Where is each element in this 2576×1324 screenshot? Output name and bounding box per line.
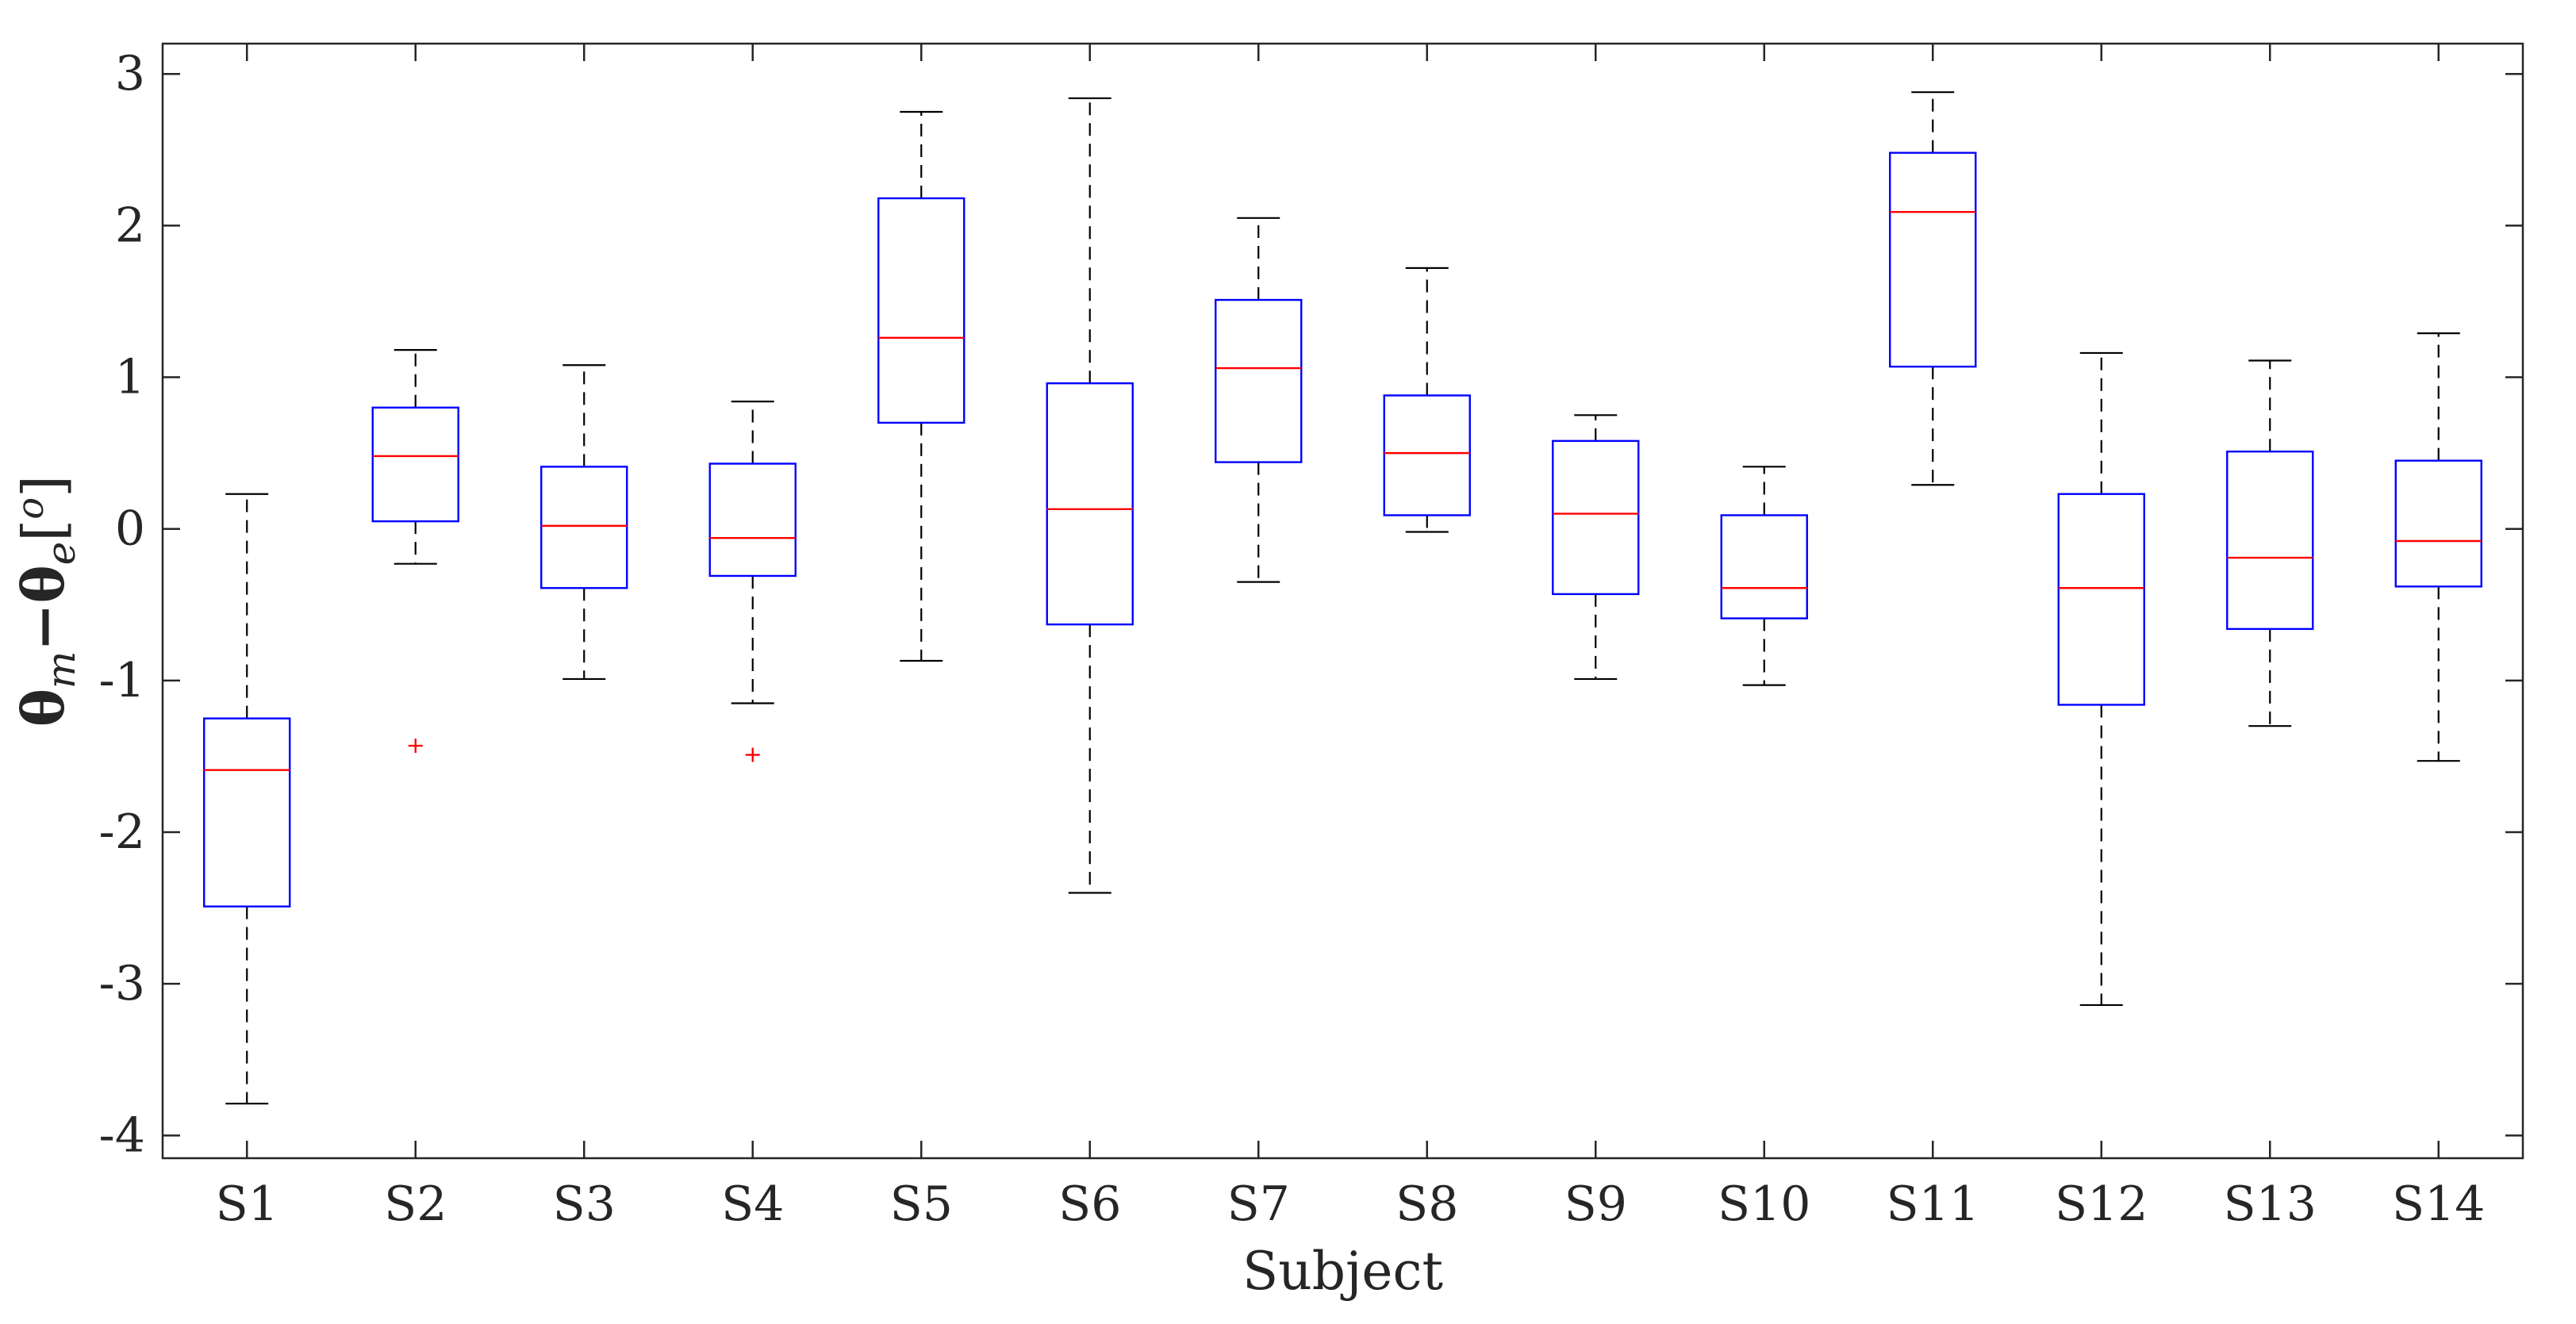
box-group-s1	[203, 493, 291, 1105]
x-tick-label: S9	[1564, 1176, 1627, 1232]
y-axis-title-close-bracket: ]	[10, 475, 77, 497]
y-tick-label: 1	[115, 350, 145, 405]
box-group-s6	[1046, 97, 1134, 894]
box-iqr	[2057, 493, 2145, 706]
box-iqr	[708, 462, 797, 578]
x-tick-label: S12	[2055, 1176, 2148, 1232]
y-axis-title-degree: o	[9, 497, 52, 520]
box-iqr	[1215, 298, 1303, 463]
box-group-s7	[1215, 217, 1303, 583]
x-tick-label: S8	[1395, 1176, 1458, 1232]
y-axis-title-theta-m: θ	[10, 689, 77, 727]
box-iqr	[877, 197, 966, 424]
box-iqr	[1720, 514, 1808, 620]
y-tick-label: 0	[115, 501, 145, 557]
x-tick-label: S10	[1718, 1176, 1810, 1232]
x-axis-title: Subject	[1242, 1241, 1443, 1302]
y-axis-title-sub-e: e	[38, 542, 84, 566]
y-tick-label: -3	[99, 956, 145, 1011]
box-group-s10	[1720, 466, 1808, 686]
box-group-s2	[371, 349, 459, 754]
box-group-s13	[2226, 359, 2314, 727]
box-group-s5	[877, 110, 966, 662]
box-iqr	[2394, 459, 2482, 588]
plot-marks	[203, 91, 2482, 1105]
box-iqr	[203, 717, 291, 908]
x-axis-ticks: S1 S2 S3 S4 S5 S6 S7 S8 S9 S10 S11 S12 S13 S14	[216, 44, 2485, 1232]
box-iqr	[1046, 382, 1134, 626]
y-tick-label: -4	[99, 1107, 145, 1163]
box-group-s14	[2394, 332, 2482, 762]
box-group-s11	[1889, 91, 1977, 486]
x-tick-label: S6	[1058, 1176, 1121, 1232]
x-tick-label: S5	[890, 1176, 953, 1232]
x-tick-label: S14	[2392, 1176, 2485, 1232]
box-iqr	[1552, 439, 1640, 596]
y-tick-label: 3	[115, 46, 145, 102]
y-axis-ticks: -4 -3 -2 -1 0 1 2 3	[99, 46, 2523, 1163]
box-iqr	[1889, 152, 1977, 368]
box-iqr	[1383, 394, 1471, 516]
y-axis-title: θm−θe[o]	[9, 475, 84, 727]
box-group-s9	[1552, 414, 1640, 681]
y-axis-title-theta-e: θ	[10, 565, 77, 603]
box-iqr	[371, 406, 459, 523]
box-iqr	[540, 466, 628, 589]
y-tick-label: -2	[99, 804, 145, 860]
plot-area-frame	[161, 42, 2524, 1160]
x-tick-label: S11	[1887, 1176, 1979, 1232]
x-tick-label: S4	[721, 1176, 784, 1232]
x-tick-label: S7	[1227, 1176, 1290, 1232]
y-tick-label: 2	[115, 198, 145, 253]
x-tick-label: S2	[384, 1176, 447, 1232]
x-tick-label: S3	[553, 1176, 616, 1232]
x-tick-label: S13	[2224, 1176, 2317, 1232]
box-group-s8	[1383, 267, 1471, 533]
box-group-s4	[708, 401, 797, 762]
outlier-marker	[408, 739, 423, 754]
y-axis-title-sub-m: m	[38, 651, 84, 689]
y-axis-title-open-bracket: [	[10, 520, 77, 542]
x-tick-label: S1	[216, 1176, 278, 1232]
box-group-s3	[540, 364, 628, 681]
box-iqr	[2226, 451, 2314, 631]
y-tick-label: -1	[99, 653, 145, 708]
outlier-marker	[745, 747, 760, 762]
y-axis-title-minus: −	[10, 603, 77, 650]
box-group-s12	[2057, 351, 2145, 1007]
